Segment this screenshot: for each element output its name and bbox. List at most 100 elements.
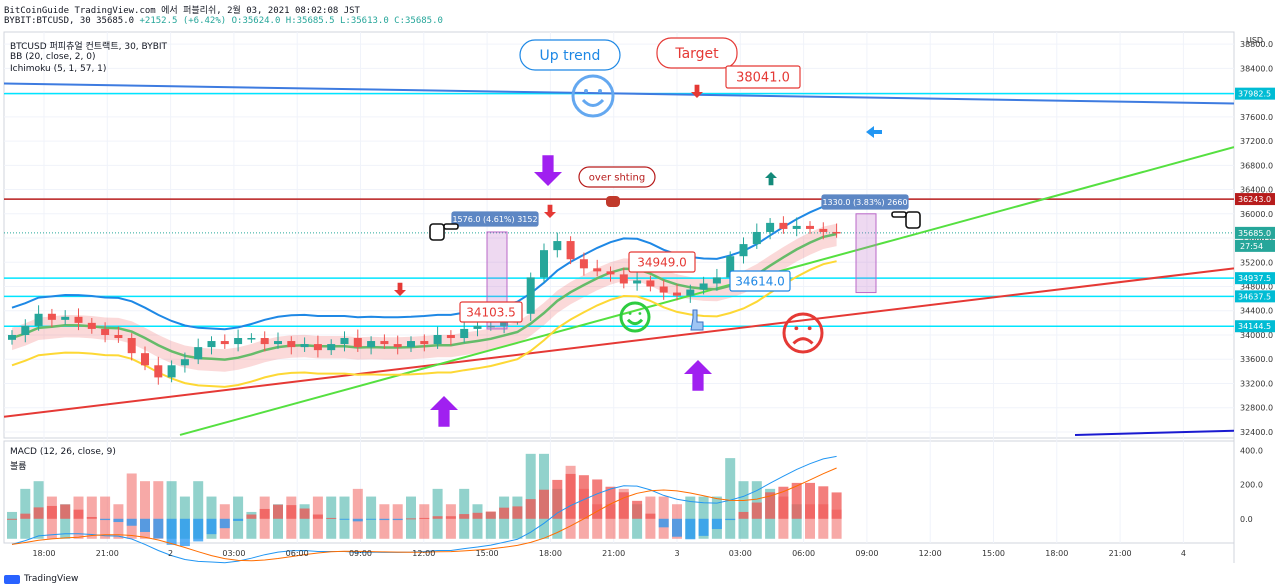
y-tick-label: 36800.0 xyxy=(1240,161,1273,170)
macd-histogram-bar xyxy=(672,518,682,537)
volume-bar xyxy=(140,481,150,539)
candle-body xyxy=(766,222,775,232)
x-tick-label: 06:00 xyxy=(792,549,815,558)
happy-face-icon-eye xyxy=(598,89,602,93)
candle-body xyxy=(367,341,376,348)
macd-histogram-bar xyxy=(698,518,709,536)
macd-tick-label: 400.0 xyxy=(1240,446,1263,455)
price-label-bg xyxy=(1235,320,1275,333)
macd-histogram-bar xyxy=(725,518,736,521)
label-over-shting-box xyxy=(578,166,656,188)
sad-face-icon-eye xyxy=(794,326,799,331)
macd-histogram-bar xyxy=(153,518,164,539)
candle-body xyxy=(553,241,562,251)
volume-bar xyxy=(592,504,603,539)
pointing-hand-icon-palm xyxy=(905,211,921,229)
candle-body xyxy=(393,344,402,348)
countdown-label: 27:54 xyxy=(1240,242,1263,251)
macd-histogram-bar xyxy=(246,514,257,519)
candle-body xyxy=(194,347,203,360)
macd-histogram-bar xyxy=(193,518,204,542)
pointing-hand-icon-finger xyxy=(443,223,459,230)
macd-histogram-bar xyxy=(751,502,762,519)
x-tick-label: 15:00 xyxy=(476,549,499,558)
volume-bar xyxy=(605,504,616,539)
volume-bar xyxy=(366,496,377,539)
candle-body xyxy=(274,341,282,345)
volume-bar xyxy=(339,496,350,539)
candle-body xyxy=(260,338,269,345)
volume-bar xyxy=(179,496,190,539)
volume-bar xyxy=(193,481,204,539)
x-tick-label: 2 xyxy=(168,549,173,558)
happy-face-icon xyxy=(619,301,651,333)
macd-histogram-bar xyxy=(233,518,244,521)
macd-histogram-bar xyxy=(312,514,323,519)
volume-bar xyxy=(711,496,722,539)
macd-histogram-bar xyxy=(73,509,84,519)
macd-histogram-bar xyxy=(512,506,523,519)
time-axis[interactable]: 18:00 21:00 2 03:00 06:00 09:00 12:00 15:00 18:0… xyxy=(32,549,1185,558)
macd-histogram-bar xyxy=(618,492,629,519)
volume-bar xyxy=(126,473,137,539)
happy-face-icon xyxy=(571,74,615,118)
y-tick-label: 32400.0 xyxy=(1240,428,1273,437)
volume-bar xyxy=(472,504,483,539)
sad-face-icon-eye xyxy=(807,326,812,331)
volume-bar xyxy=(246,511,257,539)
symbol-label: BYBIT:BTCUSD, 30 xyxy=(4,16,91,26)
candle-body xyxy=(792,225,801,229)
macd-histogram-bar xyxy=(831,492,842,519)
price-axis[interactable]: 38800.038400.038000.037600.037200.036800… xyxy=(1235,36,1275,524)
happy-face-icon-eye xyxy=(584,89,588,93)
y-tick-label: 37200.0 xyxy=(1240,137,1273,146)
macd-histogram-bar xyxy=(352,518,363,522)
macd-histogram-bar xyxy=(7,518,17,520)
candle-body xyxy=(141,353,149,366)
happy-face-icon-mouth xyxy=(626,318,644,326)
candle-body xyxy=(832,231,841,234)
macd-histogram-bar xyxy=(100,518,111,521)
candle-body xyxy=(806,225,814,229)
macd-histogram-bar xyxy=(60,504,71,519)
label-measure-2: 1330.0 (3.83%) 2660 xyxy=(822,198,907,207)
candle-body xyxy=(446,334,455,339)
macd-histogram-bar xyxy=(472,512,483,519)
happy-face-icon-mouth xyxy=(581,98,605,107)
volume-bar xyxy=(658,496,669,539)
brand-text: TradingView xyxy=(24,574,79,584)
happy-face-icon-eye xyxy=(628,312,632,315)
macd-histogram-bar xyxy=(366,518,377,520)
candle-body xyxy=(473,325,482,329)
candle-body xyxy=(247,338,256,340)
candle-body xyxy=(87,322,96,329)
candle-body xyxy=(486,325,495,328)
footer-brand[interactable]: TradingView xyxy=(4,574,78,584)
y-tick-label: 34800.0 xyxy=(1240,283,1273,292)
candle-body xyxy=(646,280,655,287)
candles xyxy=(8,216,841,385)
y-tick-label: 38400.0 xyxy=(1240,64,1273,73)
y-tick-label: 37600.0 xyxy=(1240,113,1273,122)
label-38041-box xyxy=(725,65,801,89)
macd-histogram-bar xyxy=(179,518,190,547)
y-tick-label: 32800.0 xyxy=(1240,404,1273,413)
candle-body xyxy=(819,228,828,232)
candle-body xyxy=(752,231,761,245)
legend-bb: BB (20, close, 2, 0) xyxy=(10,52,96,62)
volume-bar xyxy=(419,504,430,539)
label-34614-box xyxy=(729,270,791,292)
pointing-hand-icon-palm xyxy=(429,223,445,241)
up-arrow-icon xyxy=(430,396,458,427)
macd-histogram-bar xyxy=(791,482,802,519)
macd-histogram-bar xyxy=(645,513,656,519)
label-34949: 34949.0 xyxy=(637,255,687,269)
candle-body xyxy=(407,341,415,348)
volume-bar xyxy=(233,496,244,539)
candle-body xyxy=(101,328,110,335)
candle-body xyxy=(207,341,216,348)
legend-volume: 볼륨 xyxy=(10,462,27,472)
macd-indicator xyxy=(7,453,842,564)
macd-histogram-bar xyxy=(432,516,443,519)
